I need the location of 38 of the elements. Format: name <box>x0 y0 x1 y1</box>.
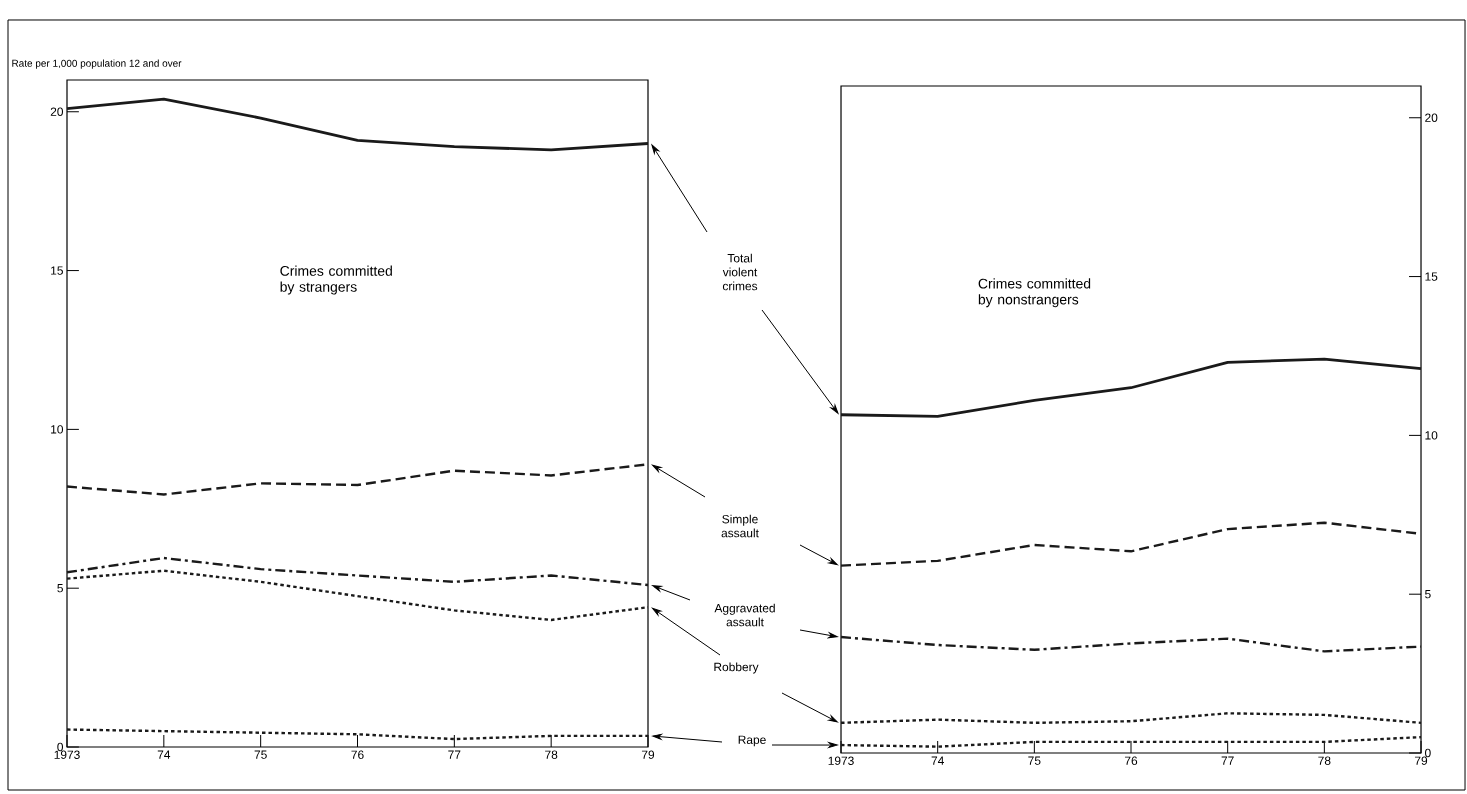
y-tick-label: 0 <box>1425 748 1431 758</box>
line-series <box>65 556 650 587</box>
y-tick-label: 20 <box>50 107 64 116</box>
y-tick-label: 0 <box>57 742 64 752</box>
text: Simple assault <box>721 514 759 538</box>
x-tick-label: 74 <box>931 756 944 765</box>
line-series <box>839 635 1423 653</box>
x-tick-label: 77 <box>1221 756 1234 765</box>
x-tick-label: 79 <box>641 750 655 759</box>
x-tick-label: 76 <box>1124 756 1138 765</box>
x-tick-label: 78 <box>1318 756 1331 765</box>
x-tick-label: 76 <box>351 750 364 759</box>
y-tick-label: 5 <box>1425 590 1431 599</box>
x-tick-label: 74 <box>157 750 171 759</box>
text: Robbery <box>714 662 759 674</box>
y-axis-title: Rate per 1,000 population 12 and over <box>12 59 182 69</box>
x-tick-label: 1973 <box>828 756 854 765</box>
y-tick-label: 5 <box>57 584 63 593</box>
x-tick-label: 78 <box>545 750 558 759</box>
line-series <box>839 712 1423 725</box>
y-tick-label: 15 <box>51 266 63 275</box>
x-tick-label: 77 <box>448 750 461 759</box>
text: Crimes committed by strangers <box>280 265 392 295</box>
text: Crimes committed by nonstrangers <box>978 278 1091 308</box>
x-tick-label: 75 <box>1028 756 1041 765</box>
line-series <box>65 728 650 741</box>
y-tick-label: 15 <box>1425 272 1438 281</box>
x-tick-label: 75 <box>254 750 267 759</box>
y-tick-label: 10 <box>1425 431 1438 440</box>
text: Aggravated assault <box>714 603 775 627</box>
x-tick-label: 79 <box>1414 756 1428 765</box>
y-tick-label: 20 <box>1425 113 1438 122</box>
y-tick-label: 10 <box>51 425 64 434</box>
text: Total violent crimes <box>722 253 758 291</box>
line-series <box>839 357 1423 418</box>
line-series <box>65 97 650 152</box>
x-tick-label: 1973 <box>54 750 80 759</box>
text: Rape <box>738 735 766 747</box>
